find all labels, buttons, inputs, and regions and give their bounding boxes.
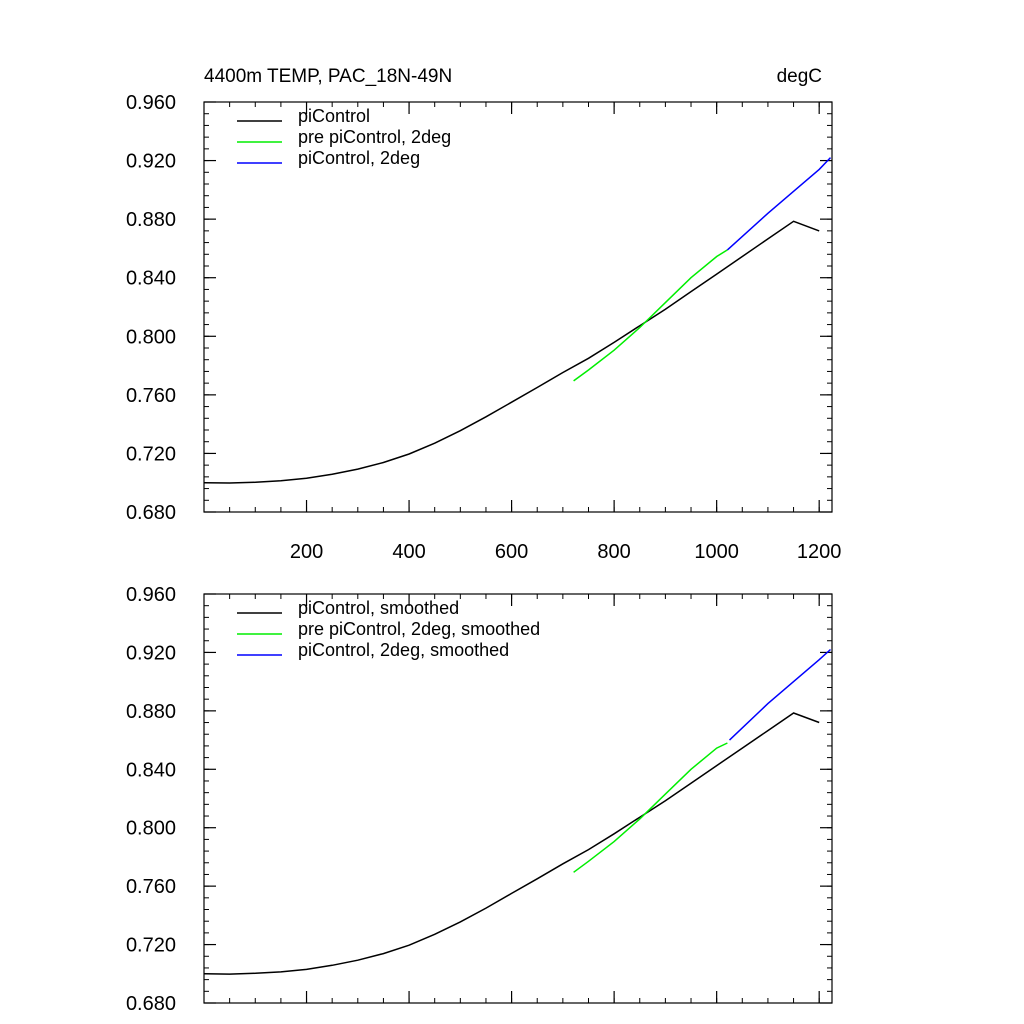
series-line-1 [204, 712, 820, 975]
x-tick-label: 600 [495, 541, 528, 563]
x-tick-label: 400 [392, 541, 425, 563]
y-tick-label: 0.880 [126, 209, 176, 231]
y-tick-label: 0.760 [126, 385, 176, 407]
x-tick-label: 1200 [797, 541, 842, 563]
chart-units: degC [777, 66, 822, 87]
series-line-2 [573, 742, 728, 873]
series-line-3 [726, 157, 832, 251]
y-tick-label: 0.720 [126, 443, 176, 465]
x-tick-label: 800 [597, 541, 630, 563]
y-tick-label: 0.800 [126, 818, 176, 840]
y-tick-label: 0.960 [126, 584, 176, 606]
legend-label: pre piControl, 2deg, smoothed [298, 619, 540, 639]
legend-label: piControl, 2deg, smoothed [298, 640, 509, 660]
y-tick-label: 0.760 [126, 876, 176, 898]
plot-frame [203, 593, 833, 1004]
series-line-1 [204, 220, 820, 484]
chart-title: 4400m TEMP, PAC_18N-49N [204, 66, 452, 87]
y-tick-label: 0.920 [126, 151, 176, 173]
bottom-panel: 0.680 0.720 0.760 0.800 0.840 0.880 0.920 0.960… [126, 584, 833, 1015]
series-line-3 [728, 648, 832, 741]
y-tick-label: 0.680 [126, 993, 176, 1015]
y-tick-label: 0.840 [126, 759, 176, 781]
legend-label: pre piControl, 2deg [298, 127, 451, 147]
y-tick-label: 0.720 [126, 935, 176, 957]
series-line-2 [573, 249, 728, 382]
y-tick-label: 0.680 [126, 502, 176, 524]
y-tick-label: 0.920 [126, 642, 176, 664]
legend-label: piControl, smoothed [298, 598, 459, 618]
y-tick-label: 0.880 [126, 701, 176, 723]
y-tick-label: 0.840 [126, 268, 176, 290]
top-panel: 0.680 0.720 0.760 0.800 0.840 0.880 0.920 0.960… [126, 92, 841, 563]
x-tick-label: 1000 [694, 541, 739, 563]
legend-label: piControl [298, 106, 370, 126]
legend-label: piControl, 2deg [298, 148, 420, 168]
y-tick-label: 0.800 [126, 326, 176, 348]
plot-frame [203, 101, 833, 513]
x-tick-label: 200 [290, 541, 323, 563]
y-tick-label: 0.960 [126, 92, 176, 114]
